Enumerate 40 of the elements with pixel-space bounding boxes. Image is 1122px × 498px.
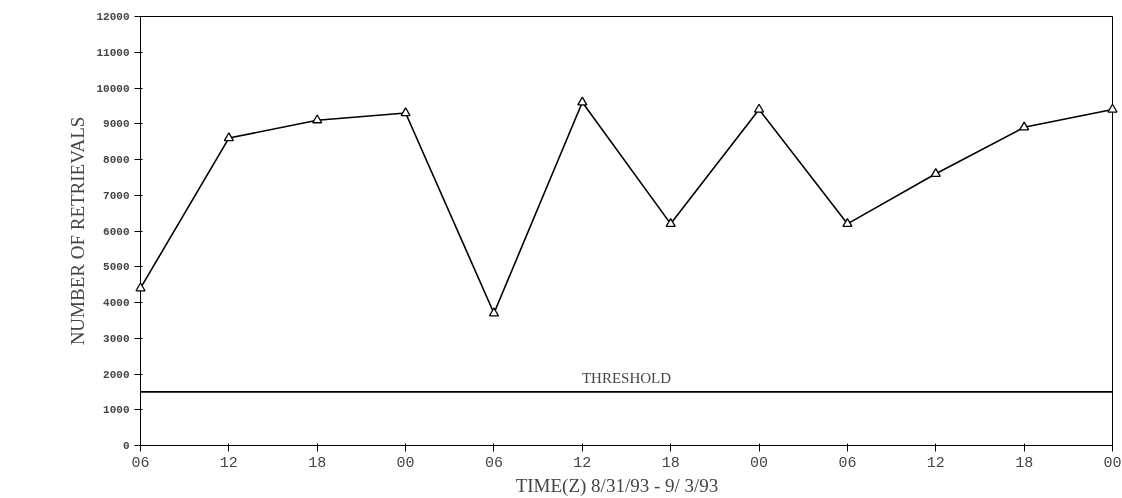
x-tick-label: 00: [750, 454, 769, 472]
x-tick-label: 12: [926, 454, 945, 472]
y-tick-label: 6000: [103, 225, 130, 238]
y-tick-label: 9000: [103, 118, 130, 131]
y-tick-label: 4000: [103, 297, 130, 309]
x-tick-label: 12: [219, 454, 238, 472]
y-tick-label: 0: [122, 440, 130, 452]
y-tick-label: 10000: [96, 82, 130, 95]
y-tick-label: 3000: [103, 332, 130, 345]
x-tick-label: 18: [661, 454, 680, 472]
x-tick-label: 00: [396, 454, 415, 472]
point: [312, 114, 323, 124]
x-tick-label: 06: [131, 454, 150, 472]
point: [842, 218, 853, 228]
y-tick-label: 7000: [103, 189, 130, 202]
x-tick-label: 18: [1015, 454, 1034, 472]
point: [135, 282, 146, 292]
point: [1018, 121, 1030, 131]
x-axis-title: TIME(Z) 8/31/93 - 9/ 3/93: [515, 474, 719, 497]
y-tick-label: 1000: [103, 404, 130, 417]
point: [577, 96, 588, 106]
x-tick-label: 06: [484, 454, 503, 472]
point: [1107, 103, 1118, 113]
point: [753, 103, 765, 113]
x-tick-label: 00: [1103, 454, 1122, 472]
point: [400, 107, 411, 117]
x-tick-label: 12: [573, 454, 592, 472]
ref-line-label: THRESHOLD: [581, 369, 672, 386]
point: [223, 132, 235, 142]
point: [930, 167, 941, 178]
y-tick-label: 12000: [96, 11, 130, 23]
point: [665, 218, 676, 228]
x-tick-label: 18: [308, 454, 327, 472]
y-tick-label: 5000: [103, 261, 130, 274]
y-axis-title: NUMBER OF RETRIEVALS: [67, 116, 89, 346]
y-tick-label: 11000: [96, 46, 130, 59]
x-tick-label: 06: [838, 454, 857, 472]
y-tick-label: 2000: [103, 368, 130, 381]
y-tick-label: 8000: [103, 154, 130, 166]
point: [488, 307, 500, 317]
